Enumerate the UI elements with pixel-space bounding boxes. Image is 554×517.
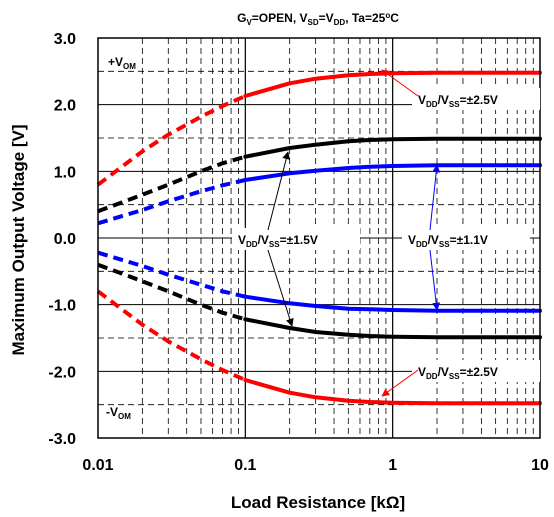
label-box-15 <box>232 228 360 250</box>
series-positive-pm2p5V-dashed <box>96 94 247 187</box>
x-tick-label: 0.01 <box>82 457 113 474</box>
series-positive-pm1p5V-dashed <box>97 154 246 214</box>
arrow-11-up <box>429 164 441 231</box>
y-tick-label: -2.0 <box>48 364 76 381</box>
x-axis-title: Load Resistance [kΩ] <box>231 493 405 512</box>
label-25-bot: VDD/VSS=±2.5V <box>418 365 498 381</box>
label-11: VDD/VSS=±1.1V <box>408 233 488 249</box>
series-negative-pm1p1V-dashed <box>97 250 246 299</box>
chart-title: GV=OPEN, VSD=VDD, Ta=25oC <box>237 11 399 27</box>
label-15: VDD/VSS=±1.5V <box>238 233 318 249</box>
series-negative-pm1p5V-dashed <box>97 262 246 322</box>
tick-labels: 0.01 0.1 1 10 3.0 2.0 1.0 0.0 -1.0 -2.0 -3.0 <box>48 31 549 474</box>
vom-neg-label: -VOM <box>106 405 131 421</box>
label-box-25-bot <box>412 360 540 382</box>
vom-pos-label: +VOM <box>108 55 136 71</box>
label-25-top: VDD/VSS=±2.5V <box>418 93 498 109</box>
series-layer <box>96 70 542 406</box>
y-tick-label: 1.0 <box>54 164 76 181</box>
y-tick-label: -1.0 <box>48 298 76 315</box>
y-axis-title: Maximum Output Voltage [V] <box>9 124 28 355</box>
arrow-25-bot <box>381 369 419 397</box>
label-box-11 <box>402 228 530 250</box>
series-positive-pm1p1V-solid <box>243 163 542 182</box>
y-tick-label: 2.0 <box>54 98 76 115</box>
y-tick-label: 3.0 <box>54 31 76 48</box>
series-positive-pm2p5V-solid <box>243 70 542 98</box>
series-negative-pm1p1V-solid <box>243 294 542 313</box>
arrow-11-down <box>429 249 441 311</box>
series-positive-pm1p1V-dashed <box>97 178 246 226</box>
series-negative-pm2p5V-dashed <box>96 289 247 382</box>
label-box-25-top <box>412 88 540 110</box>
series-negative-pm2p5V-solid <box>243 378 542 406</box>
y-tick-label: 0.0 <box>54 231 76 248</box>
series-positive-pm1p5V-solid <box>243 136 542 159</box>
x-tick-label: 1 <box>388 457 397 474</box>
arrow-15-up <box>267 151 291 231</box>
x-tick-label: 0.1 <box>234 457 256 474</box>
y-tick-label: -3.0 <box>48 431 76 448</box>
x-tick-label: 10 <box>531 457 549 474</box>
plot-frame <box>97 37 541 439</box>
arrow-15-down <box>267 249 294 327</box>
arrow-25-top <box>381 69 419 97</box>
series-negative-pm1p5V-solid <box>243 317 542 340</box>
